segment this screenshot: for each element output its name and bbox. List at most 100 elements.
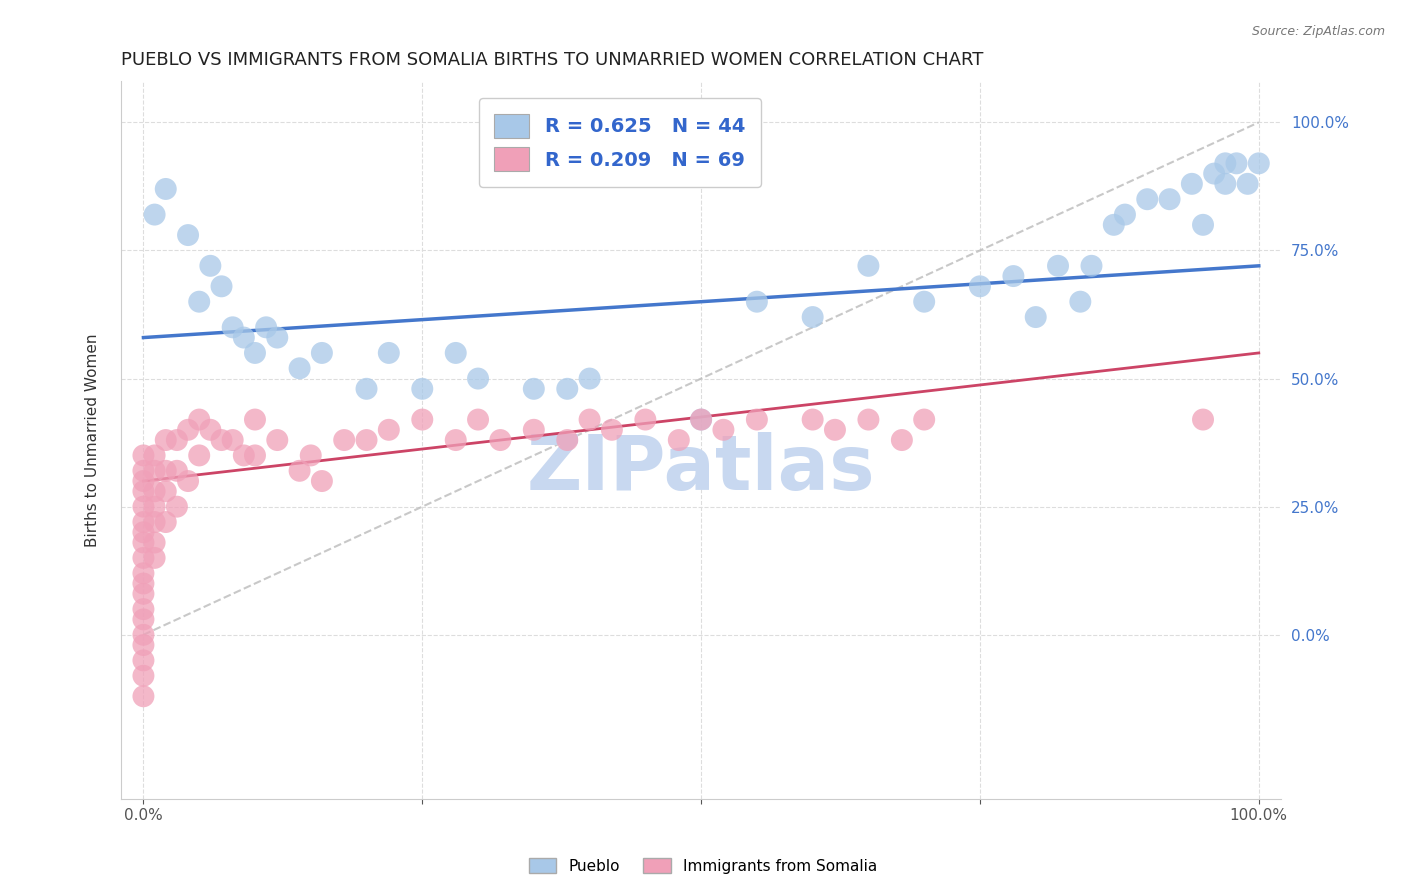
Point bbox=[221, 320, 243, 334]
Point bbox=[969, 279, 991, 293]
Point bbox=[221, 433, 243, 447]
Point bbox=[232, 330, 254, 344]
Point bbox=[155, 433, 177, 447]
Point bbox=[132, 612, 155, 626]
Point bbox=[690, 412, 713, 426]
Point bbox=[858, 259, 880, 273]
Point bbox=[555, 433, 578, 447]
Point bbox=[1215, 177, 1237, 191]
Point bbox=[1114, 208, 1136, 222]
Point bbox=[467, 371, 489, 385]
Text: Source: ZipAtlas.com: Source: ZipAtlas.com bbox=[1251, 25, 1385, 38]
Point bbox=[155, 484, 177, 499]
Point bbox=[288, 464, 311, 478]
Legend: R = 0.625   N = 44, R = 0.209   N = 69: R = 0.625 N = 44, R = 0.209 N = 69 bbox=[479, 98, 761, 186]
Point bbox=[132, 602, 155, 616]
Point bbox=[444, 433, 467, 447]
Point bbox=[578, 371, 600, 385]
Point bbox=[166, 464, 188, 478]
Point bbox=[378, 346, 401, 360]
Point bbox=[690, 412, 713, 426]
Point bbox=[378, 423, 401, 437]
Point bbox=[668, 433, 690, 447]
Point bbox=[1047, 259, 1070, 273]
Point bbox=[143, 535, 166, 549]
Point bbox=[188, 449, 211, 463]
Point bbox=[713, 423, 735, 437]
Point bbox=[1102, 218, 1125, 232]
Point bbox=[333, 433, 356, 447]
Point bbox=[143, 515, 166, 529]
Point bbox=[824, 423, 846, 437]
Point bbox=[132, 550, 155, 565]
Point bbox=[143, 464, 166, 478]
Point bbox=[132, 566, 155, 581]
Point bbox=[200, 259, 222, 273]
Point bbox=[188, 294, 211, 309]
Point bbox=[411, 382, 433, 396]
Point bbox=[1192, 412, 1215, 426]
Point bbox=[1002, 268, 1025, 283]
Point bbox=[1069, 294, 1091, 309]
Point bbox=[311, 346, 333, 360]
Point bbox=[311, 474, 333, 488]
Point bbox=[243, 449, 266, 463]
Point bbox=[132, 464, 155, 478]
Point bbox=[155, 464, 177, 478]
Point bbox=[243, 346, 266, 360]
Point bbox=[211, 279, 233, 293]
Point bbox=[444, 346, 467, 360]
Point bbox=[143, 500, 166, 514]
Point bbox=[1225, 156, 1247, 170]
Point bbox=[890, 433, 912, 447]
Point bbox=[166, 433, 188, 447]
Point bbox=[801, 412, 824, 426]
Point bbox=[132, 474, 155, 488]
Point bbox=[155, 515, 177, 529]
Point bbox=[143, 208, 166, 222]
Point bbox=[266, 330, 288, 344]
Point bbox=[132, 535, 155, 549]
Point bbox=[166, 500, 188, 514]
Point bbox=[1080, 259, 1102, 273]
Point bbox=[132, 500, 155, 514]
Point bbox=[211, 433, 233, 447]
Point bbox=[243, 412, 266, 426]
Point bbox=[858, 412, 880, 426]
Point bbox=[555, 382, 578, 396]
Point bbox=[1025, 310, 1047, 324]
Point bbox=[177, 423, 200, 437]
Point bbox=[1159, 192, 1181, 206]
Point bbox=[1181, 177, 1204, 191]
Point bbox=[143, 484, 166, 499]
Point bbox=[132, 628, 155, 642]
Point bbox=[912, 412, 935, 426]
Legend: Pueblo, Immigrants from Somalia: Pueblo, Immigrants from Somalia bbox=[523, 852, 883, 880]
Y-axis label: Births to Unmarried Women: Births to Unmarried Women bbox=[86, 334, 100, 547]
Point bbox=[356, 433, 378, 447]
Point bbox=[132, 525, 155, 540]
Point bbox=[578, 412, 600, 426]
Point bbox=[132, 638, 155, 652]
Point bbox=[1136, 192, 1159, 206]
Point bbox=[132, 669, 155, 683]
Point bbox=[155, 182, 177, 196]
Point bbox=[254, 320, 277, 334]
Point bbox=[177, 228, 200, 243]
Point bbox=[200, 423, 222, 437]
Point bbox=[600, 423, 623, 437]
Point bbox=[288, 361, 311, 376]
Point bbox=[266, 433, 288, 447]
Point bbox=[523, 382, 546, 396]
Point bbox=[132, 587, 155, 601]
Point bbox=[188, 412, 211, 426]
Point bbox=[143, 550, 166, 565]
Point bbox=[801, 310, 824, 324]
Point bbox=[1215, 156, 1237, 170]
Point bbox=[1247, 156, 1270, 170]
Point bbox=[132, 576, 155, 591]
Point bbox=[232, 449, 254, 463]
Point bbox=[1204, 167, 1226, 181]
Point bbox=[912, 294, 935, 309]
Point bbox=[1236, 177, 1258, 191]
